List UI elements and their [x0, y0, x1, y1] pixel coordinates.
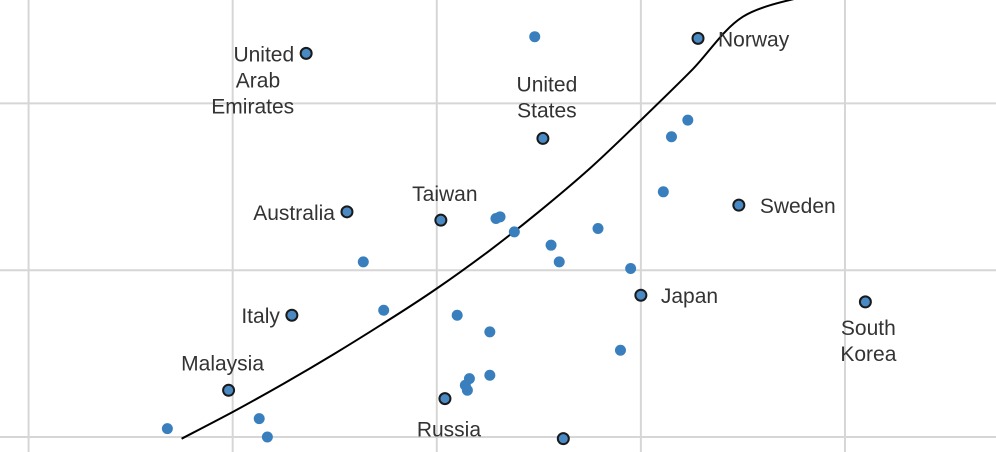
trend-curve-layer [181, 0, 795, 440]
data-point [657, 186, 669, 198]
point-label: Russia [417, 419, 482, 442]
data-point [682, 114, 694, 126]
labeled-data-point [285, 308, 299, 322]
point-label: South [841, 317, 896, 340]
data-point [463, 373, 475, 385]
data-point [592, 223, 604, 235]
data-point [161, 423, 173, 435]
point-label: United [517, 73, 578, 96]
point-label: United [233, 43, 294, 66]
point-label: Malaysia [181, 352, 264, 375]
data-point [451, 309, 463, 321]
data-point [614, 344, 626, 356]
data-point [529, 31, 541, 43]
points-layer [161, 31, 694, 443]
labeled-data-point [536, 131, 550, 145]
data-point [494, 211, 506, 223]
point-label: Japan [661, 285, 718, 308]
labeled-data-point [732, 198, 746, 212]
labeled-data-point [858, 295, 872, 309]
labeled-data-point [691, 31, 705, 45]
data-point [357, 256, 369, 268]
point-label: Australia [253, 202, 335, 225]
data-point [378, 304, 390, 316]
point-label: Sweden [760, 195, 836, 218]
labeled-data-point [222, 383, 236, 397]
point-label: Italy [241, 305, 280, 328]
labeled-data-point [340, 205, 354, 219]
labeled-data-point [434, 213, 448, 227]
data-point [261, 431, 273, 443]
labeled-points-layer: United Arab Emirates Norway United States Aust… [181, 28, 897, 446]
point-label: Norway [718, 28, 790, 51]
data-point [625, 263, 637, 275]
labeled-data-point [438, 392, 452, 406]
data-point [461, 384, 473, 396]
point-label: Arab [236, 69, 280, 92]
data-point [545, 239, 557, 251]
point-label: Emirates [211, 95, 294, 118]
trend-curve [181, 0, 795, 440]
data-point [484, 369, 496, 381]
data-point [253, 413, 265, 425]
point-label: States [517, 99, 577, 122]
labeled-data-point [299, 46, 313, 60]
data-point [508, 226, 520, 238]
point-label: Korea [840, 343, 896, 366]
labeled-data-point [634, 288, 648, 302]
point-label: Taiwan [412, 183, 477, 206]
data-point [665, 131, 677, 143]
data-point [553, 256, 565, 268]
labeled-data-point [556, 432, 570, 446]
data-point [484, 326, 496, 338]
